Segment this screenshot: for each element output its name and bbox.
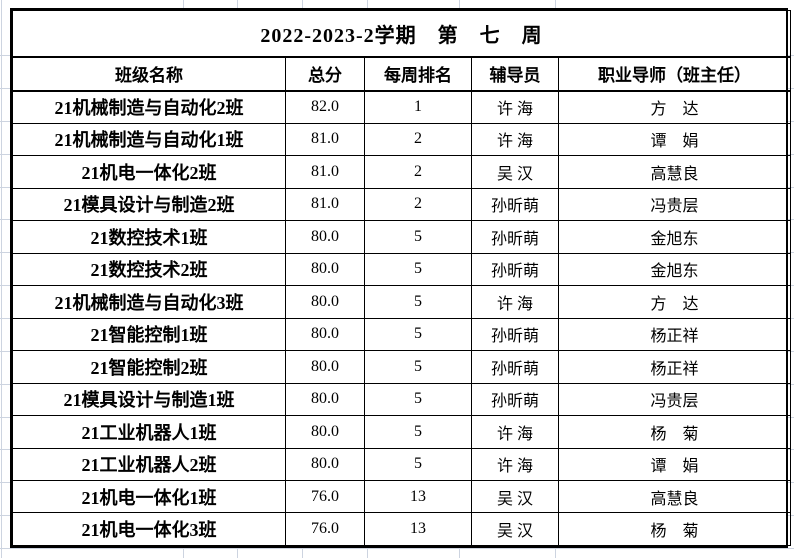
cell-total-score: 81.0 (285, 155, 365, 189)
cell-total-score: 76.0 (285, 512, 365, 546)
cell-counselor: 孙昕萌 (471, 252, 559, 287)
table-row: 21机械制造与自动化2班 82.0 1 许 海方 达 (12, 90, 792, 124)
cell-counselor: 吴 汉 (471, 512, 559, 546)
cell-total-score: 80.0 (285, 350, 365, 384)
cell-total-score: 80.0 (285, 415, 365, 449)
table-row: 21智能控制1班 80.0 5 孙昕萌 杨正祥 (12, 317, 792, 352)
cell-total-score: 80.0 (285, 317, 365, 352)
table-row: 21模具设计与制造1班 80.0 5 孙昕萌 冯贵层 (12, 382, 792, 417)
cell-weekly-rank: 5 (364, 447, 472, 482)
cell-total-score: 80.0 (285, 382, 365, 417)
cell-counselor: 许 海 (471, 90, 559, 124)
header-mentor: 职业导师（班主任） (557, 56, 792, 92)
cell-mentor: 谭 娟 (557, 122, 792, 157)
table-row: 21数控技术1班 80.0 5 孙昕萌 金旭东 (12, 220, 792, 254)
cell-class-name: 21机械制造与自动化2班 (12, 90, 286, 124)
spreadsheet-gridline (1, 0, 2, 558)
cell-mentor: 金旭东 (557, 252, 792, 287)
table-row: 21机电一体化3班 76.0 13 吴 汉杨 菊 (12, 512, 792, 546)
cell-counselor: 吴 汉 (471, 479, 559, 514)
cell-class-name: 21工业机器人1班 (12, 415, 286, 449)
cell-counselor: 孙昕萌 (471, 220, 559, 254)
cell-mentor: 冯贵层 (557, 187, 792, 222)
table-title: 2022-2023-2学期 第 七 周 (11, 10, 792, 59)
cell-total-score: 80.0 (285, 220, 365, 254)
rankings-table: 2022-2023-2学期 第 七 周 班级名称 总分 每周排名 辅导员 职业导… (11, 10, 792, 546)
table-row: 21机电一体化2班 81.0 2 吴 汉高慧良 (12, 155, 792, 189)
cell-mentor: 高慧良 (557, 479, 792, 514)
cell-total-score: 81.0 (285, 122, 365, 157)
header-row: 班级名称 总分 每周排名 辅导员 职业导师（班主任） (12, 56, 792, 92)
cell-mentor: 杨 菊 (557, 512, 792, 546)
cell-counselor: 许 海 (471, 415, 559, 449)
cell-class-name: 21模具设计与制造2班 (12, 187, 286, 222)
cell-counselor: 孙昕萌 (471, 350, 559, 384)
cell-total-score: 81.0 (285, 187, 365, 222)
table-row: 21智能控制2班 80.0 5 孙昕萌 杨正祥 (12, 350, 792, 384)
cell-weekly-rank: 5 (364, 415, 472, 449)
cell-total-score: 80.0 (285, 252, 365, 287)
table-row: 21数控技术2班 80.0 5 孙昕萌 金旭东 (12, 252, 792, 287)
cell-weekly-rank: 1 (364, 90, 472, 124)
cell-mentor: 金旭东 (557, 220, 792, 254)
cell-counselor: 孙昕萌 (471, 187, 559, 222)
cell-weekly-rank: 5 (364, 382, 472, 417)
cell-class-name: 21机电一体化3班 (12, 512, 286, 546)
cell-weekly-rank: 5 (364, 285, 472, 319)
header-class-name: 班级名称 (12, 56, 286, 92)
cell-counselor: 孙昕萌 (471, 382, 559, 417)
cell-weekly-rank: 5 (364, 220, 472, 254)
table-row: 21机械制造与自动化3班 80.0 5 许 海方 达 (12, 285, 792, 319)
table-row: 21工业机器人2班 80.0 5 许 海谭 娟 (12, 447, 792, 482)
cell-weekly-rank: 2 (364, 122, 472, 157)
cell-counselor: 吴 汉 (471, 155, 559, 189)
cell-weekly-rank: 5 (364, 350, 472, 384)
cell-class-name: 21数控技术1班 (12, 220, 286, 254)
cell-counselor: 孙昕萌 (471, 317, 559, 352)
cell-mentor: 冯贵层 (557, 382, 792, 417)
cell-mentor: 杨正祥 (557, 317, 792, 352)
cell-class-name: 21数控技术2班 (12, 252, 286, 287)
cell-class-name: 21机电一体化2班 (12, 155, 286, 189)
cell-weekly-rank: 2 (364, 155, 472, 189)
cell-counselor: 许 海 (471, 122, 559, 157)
cell-class-name: 21智能控制1班 (12, 317, 286, 352)
cell-class-name: 21机电一体化1班 (12, 479, 286, 514)
header-total-score: 总分 (285, 56, 365, 92)
title-row: 2022-2023-2学期 第 七 周 (11, 10, 792, 59)
spreadsheet-gridline (0, 548, 794, 549)
cell-total-score: 82.0 (285, 90, 365, 124)
cell-total-score: 80.0 (285, 447, 365, 482)
cell-class-name: 21智能控制2班 (12, 350, 286, 384)
table-row: 21模具设计与制造2班 81.0 2 孙昕萌 冯贵层 (12, 187, 792, 222)
cell-weekly-rank: 13 (364, 479, 472, 514)
cell-mentor: 高慧良 (557, 155, 792, 189)
cell-weekly-rank: 2 (364, 187, 472, 222)
table-row: 21机械制造与自动化1班 81.0 2 许 海谭 娟 (12, 122, 792, 157)
cell-weekly-rank: 13 (364, 512, 472, 546)
header-weekly-rank: 每周排名 (364, 56, 472, 92)
cell-mentor: 杨正祥 (557, 350, 792, 384)
cell-mentor: 方 达 (557, 285, 792, 319)
cell-mentor: 方 达 (557, 90, 792, 124)
cell-weekly-rank: 5 (364, 317, 472, 352)
table-row: 21机电一体化1班 76.0 13 吴 汉高慧良 (12, 479, 792, 514)
cell-counselor: 许 海 (471, 285, 559, 319)
cell-class-name: 21机械制造与自动化3班 (12, 285, 286, 319)
cell-weekly-rank: 5 (364, 252, 472, 287)
table-row: 21工业机器人1班 80.0 5 许 海杨 菊 (12, 415, 792, 449)
rankings-table-container: 2022-2023-2学期 第 七 周 班级名称 总分 每周排名 辅导员 职业导… (10, 8, 792, 548)
cell-class-name: 21机械制造与自动化1班 (12, 122, 286, 157)
cell-mentor: 谭 娟 (557, 447, 792, 482)
cell-counselor: 许 海 (471, 447, 559, 482)
cell-total-score: 80.0 (285, 285, 365, 319)
header-counselor: 辅导员 (471, 56, 559, 92)
table-body: 2022-2023-2学期 第 七 周 班级名称 总分 每周排名 辅导员 职业导… (11, 10, 792, 546)
cell-class-name: 21模具设计与制造1班 (12, 382, 286, 417)
cell-total-score: 76.0 (285, 479, 365, 514)
cell-class-name: 21工业机器人2班 (12, 447, 286, 482)
cell-mentor: 杨 菊 (557, 415, 792, 449)
